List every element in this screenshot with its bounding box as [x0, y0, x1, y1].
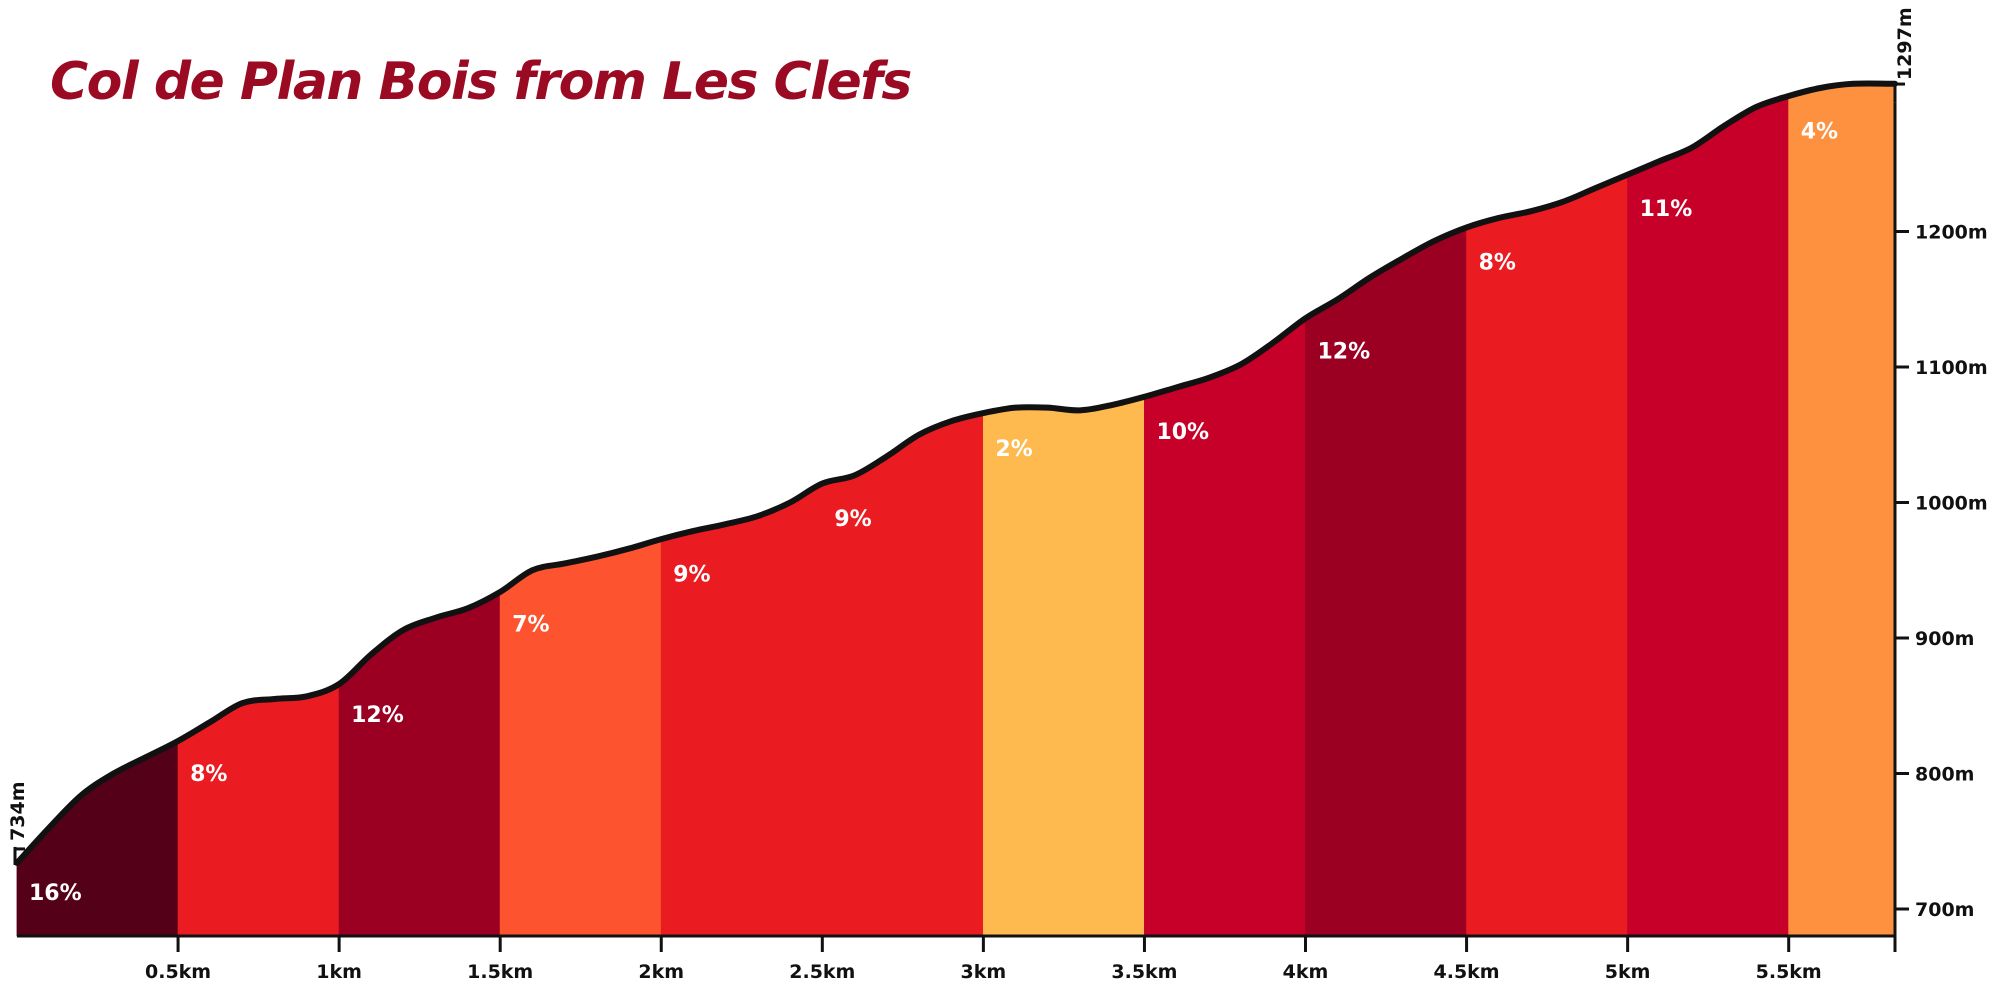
x-tick-label: 0.5km [145, 961, 211, 983]
x-tick-label: 2.5km [789, 961, 855, 983]
grade-label: 11% [1640, 197, 1693, 222]
chart-title: Col de Plan Bois from Les Clefs [50, 52, 911, 112]
grade-label: 10% [1156, 420, 1209, 445]
y-tick-label: 900m [1915, 628, 1974, 650]
y-tick-label: 1000m [1915, 493, 1988, 515]
grade-label: 8% [190, 762, 227, 787]
grade-label: 9% [673, 562, 710, 587]
start-elevation-label: 734m [7, 781, 29, 840]
grade-segment [1467, 175, 1628, 936]
grade-segment [983, 397, 1144, 936]
grade-segment [1789, 84, 1895, 936]
x-tick-label: 3.5km [1111, 961, 1177, 983]
grade-segment [1306, 227, 1467, 936]
x-tick-label: 1km [316, 961, 362, 983]
grade-segment [178, 684, 339, 936]
grade-segment [1144, 318, 1305, 936]
y-tick-label: 700m [1915, 899, 1974, 921]
grade-label: 7% [512, 613, 549, 638]
x-tick-label: 1.5km [467, 961, 533, 983]
grade-label: 8% [1479, 251, 1516, 276]
grade-label: 4% [1801, 119, 1838, 144]
x-tick-label: 4.5km [1434, 961, 1500, 983]
grade-segment [1628, 96, 1789, 936]
grade-label: 12% [1318, 339, 1371, 364]
x-tick-label: 4km [1283, 961, 1329, 983]
y-tick-label: 1200m [1915, 222, 1988, 244]
grade-segment [661, 413, 983, 936]
x-tick-label: 3km [961, 961, 1007, 983]
grade-segment [500, 539, 661, 936]
grade-label: 12% [351, 703, 404, 728]
grade-label: 9% [834, 507, 871, 532]
grade-label: 2% [995, 437, 1032, 462]
x-tick-label: 2km [638, 961, 684, 983]
end-elevation-label: 1297m [1894, 7, 1916, 80]
grade-segment [339, 592, 500, 936]
y-tick-label: 800m [1915, 764, 1974, 786]
y-tick-label: 1100m [1915, 357, 1988, 379]
x-tick-label: 5km [1605, 961, 1651, 983]
grade-label: 16% [29, 881, 82, 906]
x-tick-label: 5.5km [1756, 961, 1822, 983]
